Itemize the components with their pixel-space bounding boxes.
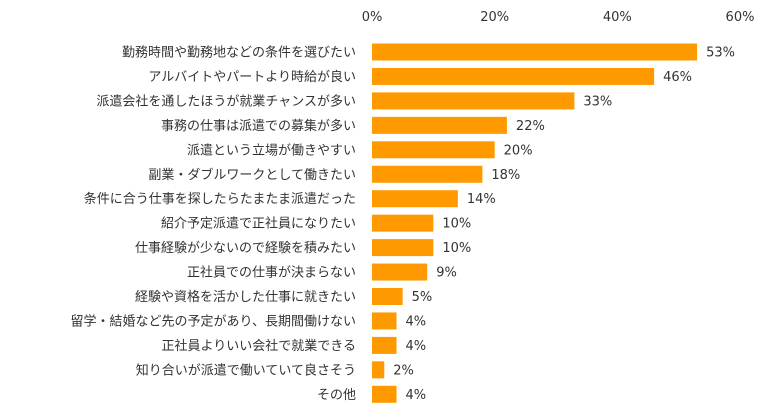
category-label: 正社員よりいい会社で就業できる (162, 338, 356, 354)
category-label: 副業・ダブルワークとして働きたい (148, 167, 356, 183)
category-label: 知り合いが派遣で働いていて良さそう (136, 362, 356, 378)
value-label: 5% (412, 290, 433, 305)
bar (372, 263, 428, 281)
category-label: その他 (317, 388, 356, 403)
value-label: 4% (406, 388, 427, 403)
category-label: 経験や資格を活かした仕事に就きたい (135, 289, 356, 305)
category-label: 派遣会社を通したほうが就業チャンスが多い (96, 93, 356, 109)
bar (372, 165, 483, 183)
value-label: 9% (436, 266, 457, 281)
category-label: 正社員での仕事が決まらない (187, 265, 356, 281)
bar (372, 116, 507, 134)
bar (372, 43, 698, 61)
category-label: 事務の仕事は派遣での募集が多い (161, 118, 356, 134)
category-label: 勤務時間や勤務地などの条件を選びたい (122, 45, 356, 61)
category-label: 紹介予定派遣で正社員になりたい (161, 216, 356, 232)
value-label: 46% (663, 70, 692, 85)
value-label: 33% (583, 94, 612, 109)
value-label: 4% (406, 314, 427, 329)
bar (372, 190, 458, 208)
bar (372, 385, 397, 403)
bar (372, 288, 403, 305)
bar (372, 336, 397, 354)
category-label: アルバイトやパートより時給が良い (148, 69, 356, 85)
bar (372, 67, 655, 85)
bar (372, 141, 495, 159)
category-label: 留学・結婚など先の予定があり、長期間働けない (71, 313, 356, 329)
bar (372, 214, 434, 232)
bar (372, 92, 575, 110)
x-tick-label: 20% (480, 10, 509, 25)
x-tick-label: 60% (726, 10, 755, 25)
value-label: 20% (504, 143, 533, 158)
category-label: 仕事経験が少ないので経験を積みたい (135, 241, 356, 256)
value-label: 10% (442, 217, 471, 232)
value-label: 4% (406, 339, 427, 354)
value-label: 22% (516, 119, 545, 134)
category-label: 派遣という立場が働きやすい (187, 143, 356, 158)
value-label: 10% (442, 241, 471, 256)
value-label: 18% (491, 168, 520, 183)
x-tick-label: 40% (603, 10, 632, 25)
bar (372, 312, 397, 330)
bar (372, 361, 385, 379)
bar (372, 239, 434, 257)
category-label: 条件に合う仕事を探したらたまたま派遣だった (84, 191, 356, 207)
value-label: 2% (393, 363, 414, 378)
value-label: 53% (706, 46, 735, 61)
x-tick-label: 0% (362, 10, 383, 25)
value-label: 14% (467, 192, 496, 207)
